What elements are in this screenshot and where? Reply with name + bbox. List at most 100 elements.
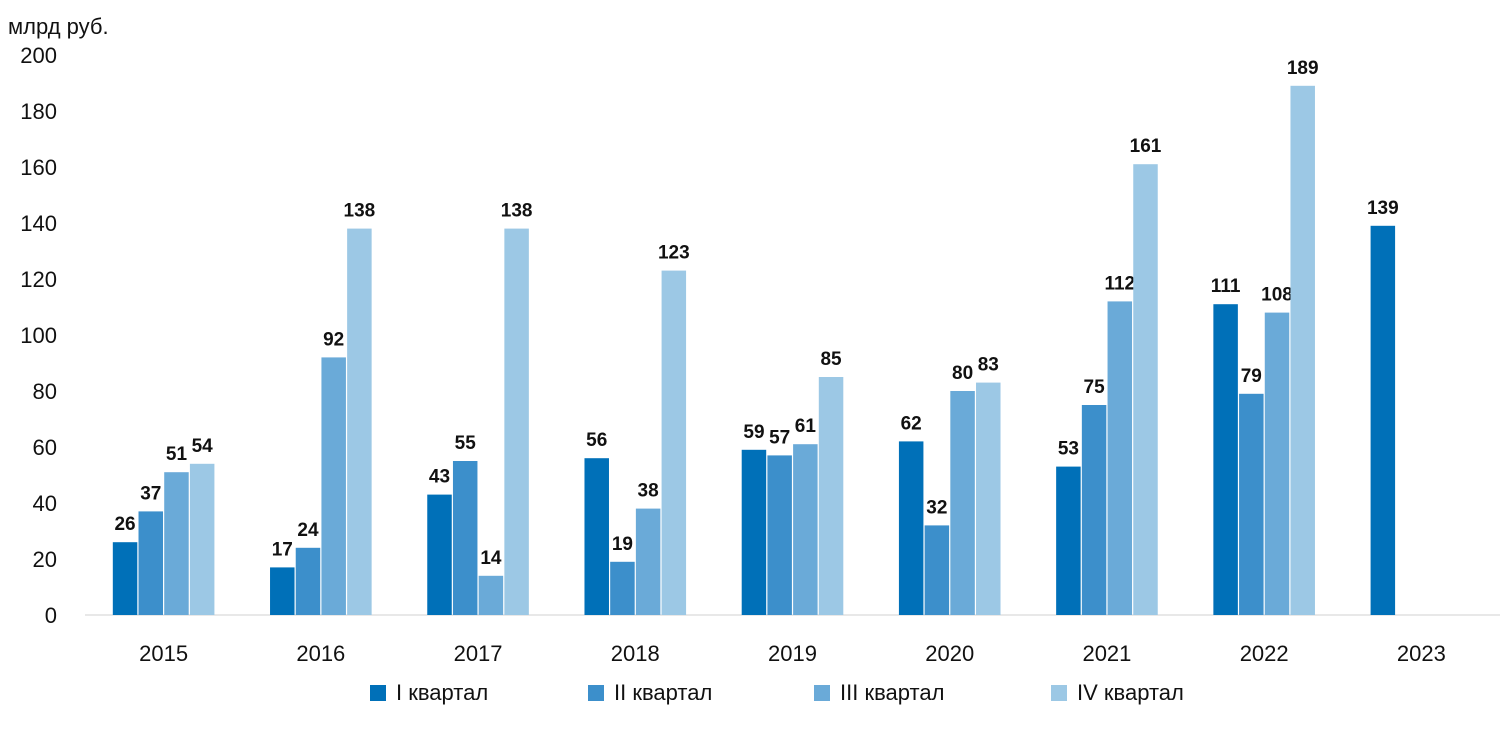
x-tick-label: 2016 bbox=[296, 641, 345, 666]
y-tick-label: 180 bbox=[20, 99, 57, 124]
data-label: 80 bbox=[952, 363, 973, 384]
data-label: 79 bbox=[1241, 366, 1262, 387]
x-tick-label: 2017 bbox=[454, 641, 503, 666]
x-tick-label: 2021 bbox=[1082, 641, 1131, 666]
data-label: 59 bbox=[743, 422, 764, 443]
bar-2016-q1 bbox=[270, 567, 295, 615]
data-label: 53 bbox=[1058, 439, 1079, 460]
x-tick-label: 2018 bbox=[611, 641, 660, 666]
data-label: 111 bbox=[1211, 276, 1241, 297]
bar-2018-q3 bbox=[635, 508, 661, 615]
data-label: 56 bbox=[586, 430, 607, 451]
data-label: 75 bbox=[1084, 377, 1106, 398]
bar-2021-q3 bbox=[1107, 301, 1133, 615]
y-tick-label: 160 bbox=[20, 155, 57, 180]
bar-2022-q2 bbox=[1239, 393, 1264, 615]
data-label: 57 bbox=[769, 427, 790, 448]
data-label: 55 bbox=[455, 433, 477, 454]
x-tick-label: 2019 bbox=[768, 641, 817, 666]
bar-2017-q4 bbox=[504, 228, 529, 615]
data-label: 43 bbox=[429, 467, 450, 488]
data-label: 17 bbox=[272, 539, 293, 560]
data-label: 61 bbox=[795, 416, 817, 437]
bar-2022-q4 bbox=[1290, 85, 1315, 616]
legend-label-q1: I квартал bbox=[396, 680, 489, 705]
legend-label-q4: IV квартал bbox=[1077, 680, 1184, 705]
data-label: 108 bbox=[1261, 285, 1293, 306]
data-label: 138 bbox=[344, 201, 376, 222]
bar-2020-q4 bbox=[976, 382, 1001, 615]
bar-2017-q3 bbox=[478, 575, 504, 615]
data-label: 161 bbox=[1130, 136, 1162, 157]
data-label: 54 bbox=[192, 436, 214, 457]
y-tick-label: 20 bbox=[33, 547, 57, 572]
data-label: 123 bbox=[658, 243, 690, 264]
legend-label-q2: II квартал bbox=[614, 680, 713, 705]
legend-swatch-q2 bbox=[588, 685, 604, 701]
bar-2020-q3 bbox=[950, 391, 975, 615]
legend-item-q2: II квартал bbox=[588, 680, 712, 706]
bar-2019-q2 bbox=[767, 455, 792, 615]
bar-2018-q4 bbox=[661, 270, 687, 615]
legend-label-q3: III квартал bbox=[840, 680, 945, 705]
x-tick-label: 2020 bbox=[925, 641, 974, 666]
y-tick-label: 40 bbox=[33, 491, 57, 516]
data-label: 26 bbox=[114, 514, 135, 535]
data-label: 92 bbox=[323, 329, 344, 350]
legend-item-q4: IV квартал bbox=[1051, 680, 1184, 706]
x-tick-label: 2022 bbox=[1240, 641, 1289, 666]
legend-swatch-q4 bbox=[1051, 685, 1067, 701]
data-label: 51 bbox=[166, 444, 188, 465]
bar-2022-q3 bbox=[1264, 312, 1290, 615]
bar-2018-q1 bbox=[584, 458, 609, 615]
data-label: 38 bbox=[638, 481, 659, 502]
bar-2016-q4 bbox=[347, 228, 372, 615]
bar-2019-q4 bbox=[818, 377, 844, 615]
x-tick-label: 2015 bbox=[139, 641, 188, 666]
bar-2019-q3 bbox=[793, 444, 818, 615]
data-label: 19 bbox=[612, 534, 633, 555]
bar-2018-q2 bbox=[610, 561, 635, 615]
x-tick-label: 2023 bbox=[1397, 641, 1446, 666]
y-tick-label: 80 bbox=[33, 379, 57, 404]
data-label: 37 bbox=[140, 483, 161, 504]
data-label: 85 bbox=[820, 349, 842, 370]
legend-swatch-q1 bbox=[370, 685, 386, 701]
bar-2022-q1 bbox=[1213, 304, 1238, 615]
data-label: 139 bbox=[1367, 198, 1399, 219]
bar-2021-q1 bbox=[1056, 466, 1081, 615]
bar-2020-q1 bbox=[898, 441, 924, 615]
y-tick-label: 120 bbox=[20, 267, 57, 292]
bar-2021-q2 bbox=[1081, 405, 1107, 615]
data-label: 138 bbox=[501, 201, 533, 222]
bar-2017-q2 bbox=[452, 461, 478, 615]
bar-2023-q1 bbox=[1370, 225, 1396, 616]
bar-2019-q1 bbox=[741, 449, 767, 615]
bar-2015-q1 bbox=[112, 542, 138, 615]
data-label: 83 bbox=[978, 355, 999, 376]
bar-2015-q3 bbox=[164, 472, 189, 615]
bar-2021-q4 bbox=[1133, 164, 1158, 615]
legend: I квартал II квартал III квартал IV квар… bbox=[0, 680, 1500, 710]
y-tick-label: 60 bbox=[33, 435, 57, 460]
legend-item-q3: III квартал bbox=[814, 680, 944, 706]
data-label: 32 bbox=[926, 497, 947, 518]
data-label: 189 bbox=[1287, 58, 1319, 79]
legend-item-q1: I квартал bbox=[370, 680, 488, 706]
bar-2017-q1 bbox=[427, 494, 452, 615]
y-tick-label: 0 bbox=[45, 603, 57, 628]
y-tick-label: 140 bbox=[20, 211, 57, 236]
data-label: 24 bbox=[297, 520, 319, 541]
legend-swatch-q3 bbox=[814, 685, 830, 701]
bar-2016-q3 bbox=[321, 357, 346, 615]
y-axis-unit-label: млрд руб. bbox=[8, 14, 109, 39]
y-tick-label: 200 bbox=[20, 43, 57, 68]
data-label: 14 bbox=[480, 548, 502, 569]
y-tick-label: 100 bbox=[20, 323, 57, 348]
bar-2016-q2 bbox=[295, 547, 321, 615]
bar-2020-q2 bbox=[924, 525, 950, 615]
bar-2015-q2 bbox=[138, 511, 164, 615]
data-label: 62 bbox=[901, 413, 922, 434]
